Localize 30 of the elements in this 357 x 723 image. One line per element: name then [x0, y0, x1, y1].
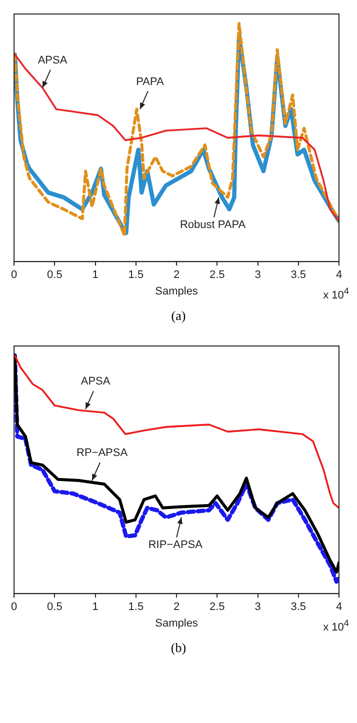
x-axis-title: Samples	[155, 617, 198, 630]
x-tick-label: 3	[254, 601, 261, 614]
text: x 10$^{4}$	[323, 618, 349, 634]
annotation: APSA	[80, 376, 111, 388]
x-tick-label: 0	[10, 601, 18, 614]
x-axis-title: Samples	[155, 285, 198, 298]
x-tick-label: 0.5	[47, 269, 62, 282]
annotation: PAPA	[136, 76, 164, 88]
x-tick-label: 3.5	[290, 601, 306, 614]
annotation: RP−APSA	[76, 447, 128, 460]
x-tick-label: 2	[173, 269, 180, 282]
x-tick-label: 1	[92, 601, 98, 614]
x-tick-label: 3	[254, 269, 261, 282]
x-tick-label: 4	[336, 601, 342, 614]
text: (a)	[170, 308, 187, 325]
x-tick-label: 0.5	[47, 601, 62, 614]
annotation: APSA	[38, 54, 68, 66]
x-tick-label: 1.5	[128, 269, 144, 282]
x-tick-label: 3.5	[290, 269, 306, 282]
text: x 10$^{4}$	[323, 286, 349, 302]
x-tick-label: 2	[173, 601, 180, 614]
x-tick-label: 1	[92, 269, 98, 282]
x-tick-label: 0	[10, 269, 18, 282]
x-tick-label: 2.5	[210, 269, 225, 282]
x-tick-label: 1.5	[128, 601, 144, 614]
annotation: Robust PAPA	[180, 218, 246, 231]
x-tick-label: 2.5	[210, 601, 225, 614]
text: (b)	[170, 640, 188, 657]
annotation: RIP−APSA	[148, 538, 204, 551]
x-tick-label: 4	[336, 269, 342, 282]
